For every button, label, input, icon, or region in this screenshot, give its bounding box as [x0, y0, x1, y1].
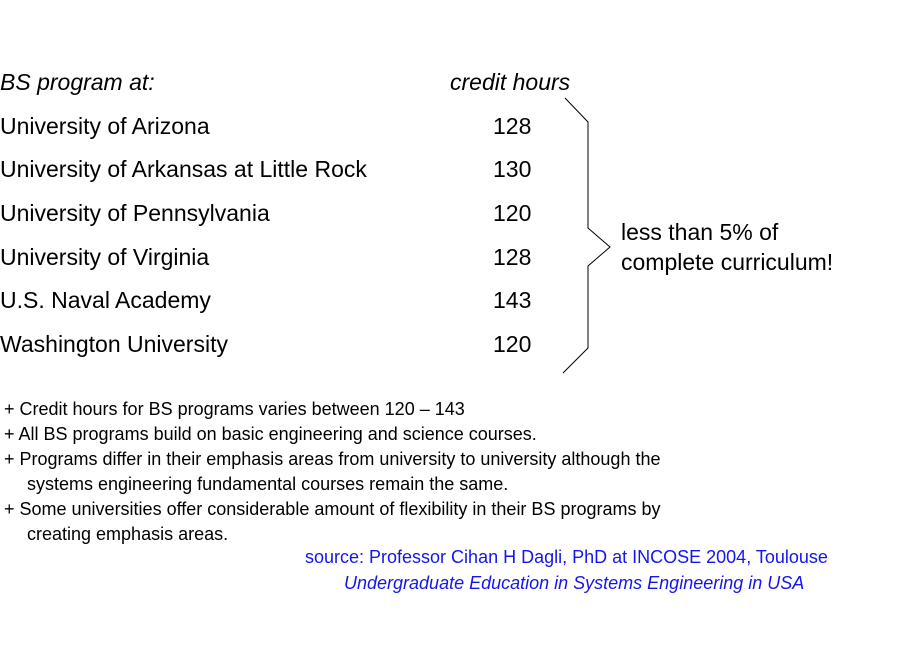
university-name: Washington University [0, 331, 228, 357]
bullet-item: + Credit hours for BS programs varies be… [4, 399, 465, 419]
university-name: University of Virginia [0, 244, 210, 270]
program-column-header: BS program at: [0, 69, 155, 95]
university-name: University of Arizona [0, 113, 210, 139]
credit-hours-value: 130 [493, 156, 532, 182]
bullet-list: + Credit hours for BS programs varies be… [4, 397, 660, 547]
credit-hours-value: 120 [493, 200, 532, 226]
source-title: Undergraduate Education in Systems Engin… [344, 573, 805, 593]
university-name: University of Arkansas at Little Rock [0, 156, 367, 182]
university-name: U.S. Naval Academy [0, 287, 211, 313]
credit-hours-value: 143 [493, 287, 532, 313]
bullet-continuation: creating emphasis areas. [27, 524, 229, 544]
annotation-line-2: complete curriculum! [621, 249, 834, 275]
bullet-item: + All BS programs build on basic enginee… [4, 424, 537, 444]
university-name: University of Pennsylvania [0, 200, 270, 226]
bullet-item: + Some universities offer considerable a… [4, 499, 661, 519]
credit-hours-value: 128 [493, 244, 532, 270]
annotation-line-1: less than 5% of [621, 219, 779, 245]
credit-hours-value: 120 [493, 331, 532, 357]
source-citation: source: Professor Cihan H Dagli, PhD at … [305, 547, 828, 567]
bullet-item: + Programs differ in their emphasis area… [4, 449, 661, 469]
bullet-continuation: systems engineering fundamental courses … [27, 474, 509, 494]
credit-hours-column-header: credit hours [450, 69, 571, 95]
credit-hours-value: 128 [493, 113, 532, 139]
